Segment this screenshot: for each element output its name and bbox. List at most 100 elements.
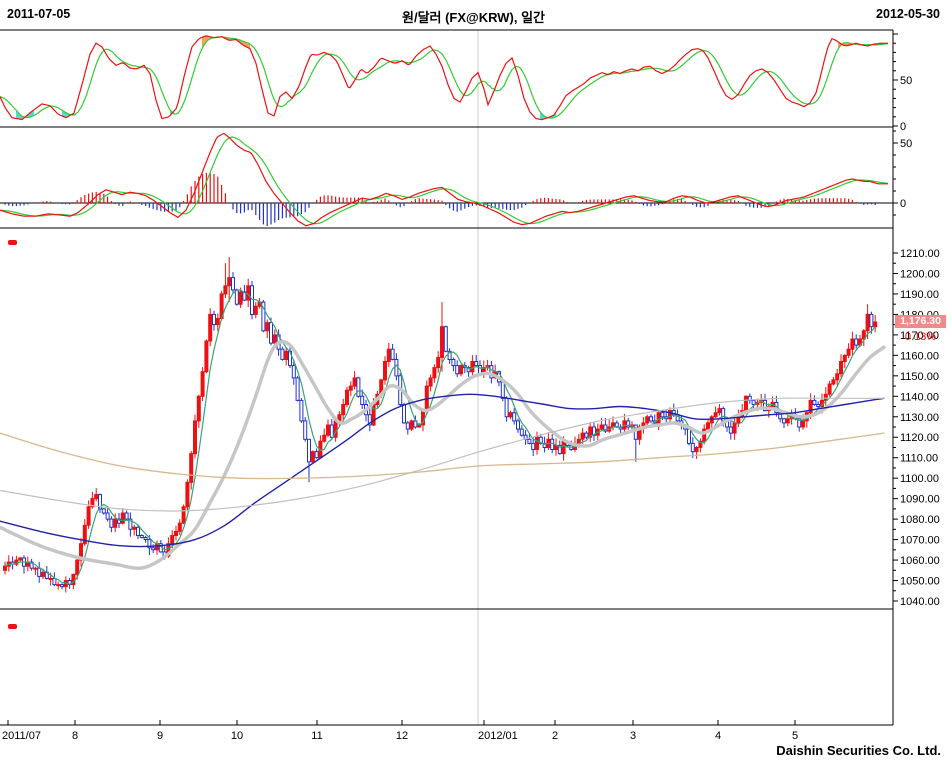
candle-body bbox=[832, 380, 835, 384]
candle-body bbox=[528, 439, 531, 443]
candle-body bbox=[783, 419, 786, 423]
y-axis-label: 1040.00 bbox=[900, 596, 940, 608]
candle-body bbox=[121, 513, 124, 523]
candle-body bbox=[300, 400, 303, 421]
candle-body bbox=[752, 400, 755, 404]
x-axis-label: 12 bbox=[396, 730, 408, 742]
y-axis-label: 1150.00 bbox=[900, 371, 939, 383]
candle-body bbox=[308, 439, 311, 462]
candle-body bbox=[585, 433, 588, 437]
candle-body bbox=[61, 585, 64, 587]
candle-body bbox=[828, 384, 831, 394]
candle-body bbox=[505, 398, 508, 416]
candle-body bbox=[384, 362, 387, 380]
y-axis-label: 50 bbox=[900, 75, 912, 87]
candle-body bbox=[311, 452, 314, 462]
y-axis-label: 50 bbox=[900, 138, 912, 150]
y-axis-label: 1120.00 bbox=[900, 432, 939, 444]
candle-body bbox=[395, 360, 398, 376]
y-axis-label: 1140.00 bbox=[900, 391, 939, 403]
candle-body bbox=[144, 538, 147, 540]
y-axis-label: 1190.00 bbox=[900, 289, 939, 301]
candle-body bbox=[387, 349, 390, 361]
candle-body bbox=[714, 413, 717, 417]
y-axis-label: 1110.00 bbox=[900, 453, 938, 465]
macd-histogram bbox=[5, 173, 875, 227]
candle-body bbox=[178, 523, 181, 531]
candle-body bbox=[228, 278, 231, 286]
candle-body bbox=[133, 527, 136, 529]
candle-body bbox=[460, 366, 463, 374]
candle-body bbox=[824, 394, 827, 400]
macd-panel bbox=[0, 133, 893, 226]
candle-body bbox=[349, 386, 352, 390]
candle-body bbox=[817, 405, 820, 407]
y-axis-label: 1210.00 bbox=[900, 248, 940, 260]
y-axis-label: 0 bbox=[900, 121, 906, 133]
y-axis-label: 1080.00 bbox=[900, 514, 940, 526]
candle-body bbox=[600, 425, 603, 429]
candle-body bbox=[194, 421, 197, 454]
candle-body bbox=[186, 482, 189, 507]
candle-body bbox=[406, 423, 409, 429]
last-price-badge: 1,176.30 bbox=[895, 315, 946, 328]
candle-body bbox=[182, 507, 185, 523]
candle-body bbox=[688, 429, 691, 443]
y-axis-label: 0 bbox=[900, 198, 906, 210]
candle-body bbox=[235, 290, 238, 304]
candle-body bbox=[851, 339, 854, 349]
candle-body bbox=[57, 585, 60, 586]
chart-frame bbox=[0, 30, 893, 725]
x-axis-label: 10 bbox=[231, 730, 243, 742]
candle-body bbox=[239, 292, 242, 304]
candle-body bbox=[353, 378, 356, 386]
candle-body bbox=[646, 417, 649, 423]
panel-collapse-marker[interactable] bbox=[8, 624, 17, 629]
candle-body bbox=[197, 396, 200, 421]
chart-canvas[interactable]: 0500501040.001050.001060.001070.001080.0… bbox=[0, 0, 947, 767]
x-axis-label: 4 bbox=[715, 730, 721, 742]
stoch-slow-line bbox=[0, 37, 888, 118]
ma-20-line bbox=[0, 342, 884, 569]
candle-body bbox=[266, 323, 269, 331]
candle-body bbox=[137, 527, 140, 535]
candle-body bbox=[205, 341, 208, 372]
candle-body bbox=[95, 495, 98, 499]
candle-body bbox=[175, 531, 178, 535]
candle-body bbox=[323, 435, 326, 441]
candle-body bbox=[102, 509, 105, 513]
panel-collapse-marker[interactable] bbox=[8, 240, 17, 245]
x-axis-label: 5 bbox=[792, 730, 798, 742]
x-axis-label: 2011/07 bbox=[2, 730, 41, 742]
candle-body bbox=[49, 579, 52, 580]
x-axis-label: 3 bbox=[630, 730, 636, 742]
candle-body bbox=[346, 390, 349, 404]
candle-body bbox=[270, 323, 273, 344]
candle-body bbox=[444, 327, 447, 352]
candle-body bbox=[273, 335, 276, 343]
candle-body bbox=[429, 378, 432, 386]
y-axis-label: 1090.00 bbox=[900, 494, 940, 506]
y-axis-label: 1200.00 bbox=[900, 268, 940, 280]
x-axis-label: 2012/01 bbox=[478, 730, 518, 742]
candle-body bbox=[866, 314, 869, 330]
candle-body bbox=[840, 362, 843, 374]
candle-body bbox=[34, 568, 37, 569]
candle-body bbox=[843, 355, 846, 361]
candle-body bbox=[847, 349, 850, 355]
macd-line bbox=[0, 133, 888, 225]
x-axis: 2011/07891011122012/012345 bbox=[2, 720, 798, 742]
candle-body bbox=[254, 306, 257, 314]
y-axis-label: 1070.00 bbox=[900, 535, 940, 547]
candle-body bbox=[475, 362, 478, 366]
candle-body bbox=[870, 314, 873, 326]
candle-body bbox=[251, 286, 254, 315]
candle-body bbox=[4, 566, 7, 570]
candle-body bbox=[213, 314, 216, 324]
candle-body bbox=[296, 378, 299, 401]
candle-body bbox=[201, 372, 204, 397]
candle-body bbox=[19, 558, 22, 560]
candle-body bbox=[391, 349, 394, 359]
candle-body bbox=[650, 417, 653, 421]
candle-body bbox=[106, 513, 109, 519]
